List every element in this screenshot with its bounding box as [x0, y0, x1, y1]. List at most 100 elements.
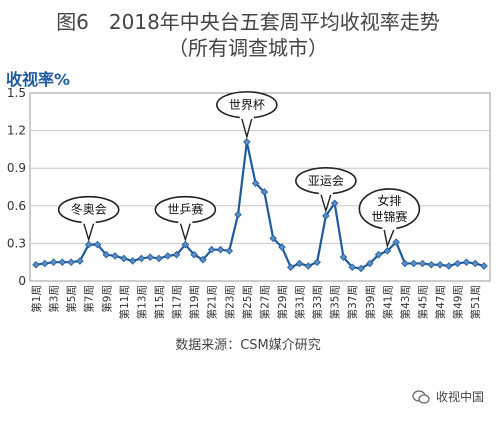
data-point — [366, 259, 374, 268]
data-point — [357, 264, 365, 273]
data-point — [137, 254, 146, 263]
x-tick-label: 第47周 — [434, 285, 447, 319]
callout-joint — [178, 217, 193, 224]
data-point — [480, 262, 488, 270]
annotation-label: 世锦赛 — [371, 209, 407, 224]
data-point — [190, 250, 198, 259]
y-tick-label: 0.9 — [7, 161, 26, 175]
data-point — [76, 257, 84, 265]
data-point — [383, 247, 392, 255]
x-tick-label: 第49周 — [452, 285, 465, 319]
x-tick-label: 第35周 — [329, 285, 342, 319]
data-point — [409, 259, 418, 268]
annotation-label: 冬奥会 — [71, 202, 107, 217]
x-tick-label: 第29周 — [276, 285, 289, 319]
line-chart: 00.30.60.91.21.5第1周 第3周 第5周 第7周 第9周 第11周 第13周第… — [7, 86, 491, 319]
x-tick-label: 第19周 — [188, 285, 201, 319]
x-tick-label: 第25周 — [241, 285, 254, 319]
data-point — [93, 240, 102, 249]
data-point — [453, 259, 462, 268]
x-tick-label: 第21周 — [206, 285, 219, 319]
data-point — [58, 258, 67, 266]
annotation-label: 女排 — [377, 193, 401, 208]
chart-title: 图6 2018年中央台五套周平均收视率走势 — [56, 10, 440, 34]
data-point — [243, 138, 251, 146]
data-point — [348, 263, 357, 271]
chart-subtitle: （所有调查城市） — [168, 36, 328, 60]
data-point — [269, 234, 277, 243]
x-tick-label: 第45周 — [417, 285, 430, 319]
callout-joint — [239, 112, 254, 119]
data-point — [155, 254, 163, 263]
x-tick-label: 第51周 — [469, 285, 482, 319]
data-point — [128, 257, 137, 265]
data-point — [462, 258, 471, 266]
callout-joint — [382, 223, 397, 230]
data-point — [67, 258, 75, 266]
data-point — [49, 258, 58, 266]
x-tick-label: 第37周 — [346, 285, 359, 319]
x-tick-label: 第3周 — [48, 285, 61, 313]
data-point — [427, 260, 436, 269]
y-tick-label: 0 — [18, 274, 26, 288]
data-point — [102, 250, 111, 259]
data-point — [278, 243, 286, 251]
data-point — [286, 263, 295, 271]
data-point — [339, 253, 348, 261]
y-tick-label: 0.6 — [7, 199, 26, 213]
data-point — [313, 258, 321, 266]
data-point — [111, 252, 119, 260]
data-point — [234, 210, 242, 219]
data-point — [251, 179, 260, 188]
callout-joint — [318, 188, 333, 195]
data-point — [84, 240, 93, 249]
y-axis-label: 收视率% — [6, 70, 71, 89]
data-point — [41, 259, 49, 268]
wechat-icon — [412, 389, 430, 404]
data-point — [330, 199, 339, 208]
data-point — [207, 245, 216, 254]
y-tick-label: 0.3 — [7, 236, 26, 250]
data-point — [445, 262, 453, 270]
x-tick-label: 第13周 — [135, 285, 148, 319]
data-point — [172, 250, 181, 259]
data-point — [181, 240, 190, 249]
x-tick-label: 第31周 — [294, 285, 307, 319]
data-point — [225, 247, 234, 255]
x-tick-label: 第7周 — [83, 285, 96, 313]
data-point — [146, 253, 154, 261]
x-tick-label: 第33周 — [311, 285, 324, 319]
data-point — [260, 188, 269, 196]
x-tick-label: 第41周 — [381, 285, 394, 319]
x-tick-label: 第17周 — [171, 285, 184, 319]
data-point — [199, 255, 207, 264]
x-tick-label: 第5周 — [65, 285, 78, 313]
annotation-label: 世界杯 — [229, 98, 265, 112]
watermark-text: 收视中国 — [435, 390, 484, 404]
data-source: 数据来源：CSM媒介研究 — [175, 338, 321, 353]
data-point — [322, 212, 330, 220]
series-line — [35, 141, 485, 270]
x-tick-label: 第9周 — [100, 285, 113, 313]
y-tick-label: 1.2 — [7, 124, 26, 138]
data-point — [304, 262, 313, 270]
x-tick-label: 第15周 — [153, 285, 166, 319]
x-tick-label: 第43周 — [399, 285, 412, 319]
data-point — [163, 252, 172, 260]
annotation-label: 世乒赛 — [167, 202, 203, 217]
x-tick-label: 第11周 — [118, 285, 131, 319]
watermark: 收视中国 — [412, 388, 484, 405]
x-tick-label: 第27周 — [258, 285, 271, 319]
data-point — [374, 250, 383, 259]
y-tick-label: 1.5 — [7, 86, 26, 100]
data-point — [401, 259, 409, 268]
data-point — [436, 260, 444, 269]
data-point — [418, 259, 427, 268]
data-point — [32, 260, 40, 269]
x-tick-label: 第39周 — [364, 285, 377, 319]
data-point — [471, 259, 479, 268]
data-point — [120, 254, 128, 263]
x-tick-label: 第1周 — [30, 285, 43, 313]
data-point — [295, 259, 304, 268]
callout-joint — [81, 217, 96, 224]
